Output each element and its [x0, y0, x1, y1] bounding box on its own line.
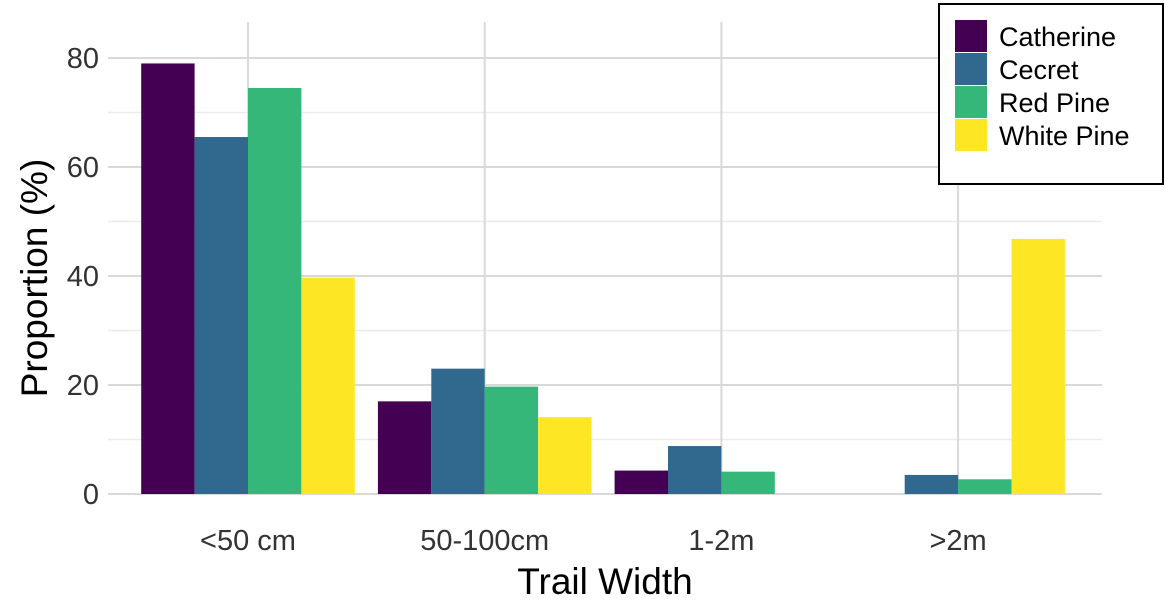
y-tick-labels: 0 20 40 60 80 [67, 43, 99, 511]
legend-label: Catherine [999, 22, 1116, 52]
y-tick-label: 20 [67, 370, 99, 402]
bar [958, 479, 1012, 494]
y-tick-label: 0 [83, 479, 99, 511]
bar [377, 401, 432, 494]
y-tick-label: 40 [67, 261, 99, 293]
legend-swatch [955, 86, 987, 118]
bar [484, 386, 539, 494]
bar [248, 87, 302, 494]
bar [194, 137, 248, 494]
x-tick-labels: <50 cm 50-100cm 1-2m >2m [200, 525, 987, 557]
bar [301, 277, 355, 494]
bar [904, 474, 959, 494]
bar [1011, 238, 1065, 494]
bar [614, 470, 668, 494]
legend-label: White Pine [999, 121, 1130, 151]
x-tick-label: <50 cm [200, 525, 296, 557]
legend-label: Cecret [999, 55, 1079, 85]
y-tick-label: 60 [67, 152, 99, 184]
y-tick-label: 80 [67, 43, 99, 75]
bar [141, 63, 195, 494]
bars [141, 63, 1065, 494]
x-tick-label: 50-100cm [420, 525, 549, 557]
legend-swatch [955, 20, 987, 52]
y-axis-title: Proportion (%) [14, 159, 55, 398]
legend-swatch [955, 119, 987, 151]
bar [668, 446, 722, 494]
bar [721, 471, 775, 494]
x-tick-label: 1-2m [688, 525, 754, 557]
legend-swatch [955, 53, 987, 85]
bar [538, 417, 592, 494]
x-axis-title: Trail Width [517, 561, 692, 602]
x-tick-label: >2m [929, 525, 986, 557]
bar [431, 368, 485, 494]
legend-label: Red Pine [999, 88, 1110, 118]
